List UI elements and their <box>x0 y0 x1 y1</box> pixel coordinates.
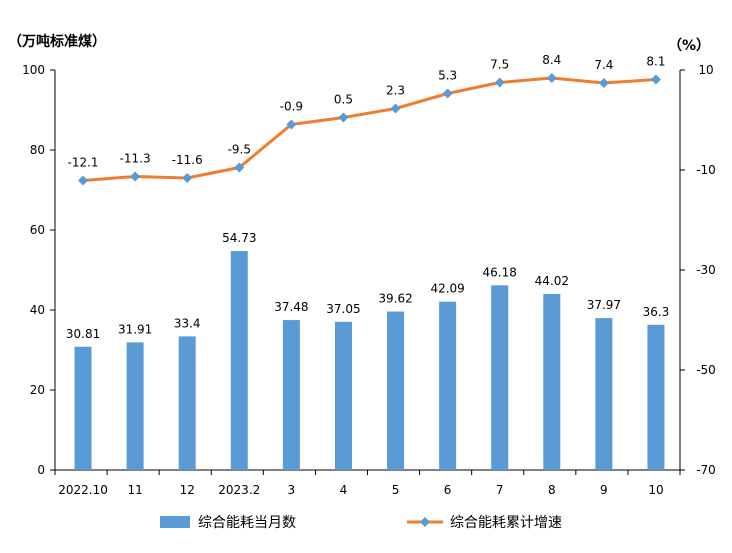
x-tick-label: 11 <box>127 483 142 497</box>
x-tick-label: 12 <box>180 483 195 497</box>
bar-data-label: 30.81 <box>66 327 100 341</box>
line-point <box>598 78 609 88</box>
bar-data-label: 37.05 <box>326 302 360 316</box>
left-axis-unit: （万吨标准煤） <box>8 33 106 50</box>
legend-bar-label: 综合能耗当月数 <box>198 515 296 531</box>
line-data-label: 5.3 <box>438 69 457 83</box>
line-point <box>286 119 297 130</box>
bar-data-label: 54.73 <box>222 231 256 245</box>
line-data-label: -11.3 <box>120 152 151 166</box>
line-point <box>234 162 245 173</box>
line-data-label: 8.1 <box>646 55 665 69</box>
x-tick-label: 2022.10 <box>58 483 108 497</box>
right-tick-label: -70 <box>696 463 716 477</box>
line-point <box>130 171 141 182</box>
line-point <box>338 112 349 123</box>
line-data-label: 7.5 <box>490 58 509 72</box>
x-tick-label: 6 <box>444 483 452 497</box>
left-tick-label: 60 <box>30 223 45 237</box>
x-tick-label: 4 <box>340 483 348 497</box>
right-tick-label: 10 <box>698 63 713 77</box>
right-tick-label: -10 <box>696 163 716 177</box>
bar-data-label: 44.02 <box>535 274 569 288</box>
bar-series <box>74 251 665 470</box>
line-data-label: -12.1 <box>68 156 99 170</box>
legend: 综合能耗当月数 综合能耗累计增速 <box>160 515 562 531</box>
bar-data-label: 31.91 <box>118 322 152 336</box>
axes: 0 20 40 60 80 100 -70 -50 -30 -10 10 <box>22 63 716 477</box>
bar <box>647 324 665 470</box>
bar <box>282 320 300 470</box>
bar <box>387 311 405 470</box>
bar-data-label: 39.62 <box>378 292 412 306</box>
x-tick-label: 10 <box>648 483 663 497</box>
bar-data-label: 33.4 <box>174 316 201 330</box>
line-point <box>650 74 661 85</box>
right-tick-label: -50 <box>696 363 716 377</box>
bar <box>178 336 196 470</box>
bar <box>230 251 248 470</box>
bar <box>334 321 352 470</box>
left-tick-label: 40 <box>30 303 45 317</box>
line-data-label: -0.9 <box>280 100 303 114</box>
bar-data-label: 37.48 <box>274 300 308 314</box>
line-point <box>546 73 557 83</box>
right-axis-unit: （%） <box>668 38 710 54</box>
bar <box>74 346 92 470</box>
legend-line-marker <box>420 517 430 527</box>
line-point <box>442 88 453 99</box>
line-series <box>78 73 661 186</box>
line-path <box>82 76 657 182</box>
line-point <box>78 175 89 186</box>
bar-data-label: 46.18 <box>483 265 517 279</box>
line-data-label: -11.6 <box>172 153 203 167</box>
bar-data-label: 37.97 <box>587 298 621 312</box>
left-tick-label: 20 <box>30 383 45 397</box>
x-tick-labels: 2022.10 11 12 2023.2 3 4 5 6 7 8 9 10 <box>58 483 663 497</box>
left-tick-label: 100 <box>22 63 45 77</box>
line-data-label: 2.3 <box>386 84 405 98</box>
line-point <box>494 77 505 88</box>
line-point <box>182 173 193 183</box>
bar-data-label: 42.09 <box>430 282 464 296</box>
bar <box>439 301 457 470</box>
bar-data-label: 36.3 <box>643 305 670 319</box>
x-tick-label: 3 <box>288 483 296 497</box>
x-tick-label: 9 <box>600 483 608 497</box>
x-tick-label: 5 <box>392 483 400 497</box>
legend-line-label: 综合能耗累计增速 <box>450 515 562 531</box>
bar <box>595 318 613 470</box>
line-data-label: 0.5 <box>334 93 353 107</box>
left-tick-label: 0 <box>37 463 45 477</box>
bar <box>126 342 144 470</box>
left-tick-label: 80 <box>30 143 45 157</box>
bar-data-labels: 30.81 31.91 33.4 54.73 37.48 37.05 39.62 42.09 4… <box>66 231 669 341</box>
bar <box>543 293 561 470</box>
legend-bar-swatch <box>160 516 190 528</box>
line-data-label: 8.4 <box>542 53 561 67</box>
line-data-labels: -12.1 -11.3 -11.6 -9.5 -0.9 0.5 2.3 5.3 7.5 8.4 7.… <box>68 53 666 170</box>
x-tick-label: 8 <box>548 483 556 497</box>
x-tick-label: 2023.2 <box>218 483 260 497</box>
x-tick-label: 7 <box>496 483 504 497</box>
line-point <box>390 103 401 114</box>
right-tick-label: -30 <box>696 263 716 277</box>
line-data-label: -9.5 <box>228 143 251 157</box>
bar <box>491 285 509 470</box>
line-data-label: 7.4 <box>594 58 613 72</box>
